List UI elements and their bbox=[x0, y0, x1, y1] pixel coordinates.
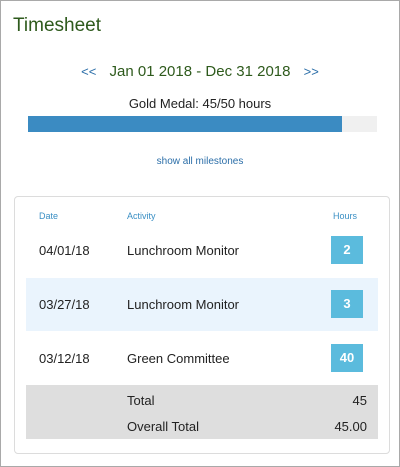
totals-section: Total 45 Overall Total 45.00 bbox=[26, 385, 378, 439]
hours-badge: 40 bbox=[331, 344, 363, 372]
row-activity: Lunchroom Monitor bbox=[127, 297, 239, 312]
total-label: Total bbox=[127, 393, 155, 408]
medal-progress-label: Gold Medal: 45/50 hours bbox=[128, 96, 272, 111]
timesheet-table: Date Activity Hours 04/01/18 Lunchroom M… bbox=[14, 196, 390, 454]
row-date: 03/12/18 bbox=[39, 351, 90, 366]
prev-period-link[interactable]: << bbox=[81, 64, 97, 79]
table-row[interactable]: 04/01/18 Lunchroom Monitor 2 bbox=[26, 224, 378, 277]
row-activity: Lunchroom Monitor bbox=[127, 243, 239, 258]
medal-progress-bar bbox=[28, 116, 377, 132]
table-row[interactable]: 03/27/18 Lunchroom Monitor 3 bbox=[26, 278, 378, 331]
row-date: 03/27/18 bbox=[39, 297, 90, 312]
column-header-activity: Activity bbox=[127, 211, 156, 221]
show-all-milestones-link[interactable]: show all milestones bbox=[156, 156, 244, 167]
table-row[interactable]: 03/12/18 Green Committee 40 bbox=[26, 332, 378, 385]
row-activity: Green Committee bbox=[127, 351, 230, 366]
overall-total-value: 45.00 bbox=[334, 419, 367, 434]
next-period-link[interactable]: >> bbox=[303, 64, 319, 79]
overall-total-label: Overall Total bbox=[127, 419, 200, 434]
hours-badge: 2 bbox=[331, 236, 363, 264]
date-range-text: Jan 01 2018 - Dec 31 2018 bbox=[109, 63, 291, 80]
hours-badge: 3 bbox=[331, 290, 363, 318]
date-range-nav: << Jan 01 2018 - Dec 31 2018 >> bbox=[1, 63, 399, 80]
total-value: 45 bbox=[352, 393, 367, 408]
medal-progress-fill bbox=[28, 116, 343, 132]
column-header-date: Date bbox=[39, 211, 59, 221]
row-date: 04/01/18 bbox=[39, 243, 90, 258]
column-header-hours: Hours bbox=[333, 211, 358, 221]
page-title: Timesheet bbox=[13, 15, 101, 36]
